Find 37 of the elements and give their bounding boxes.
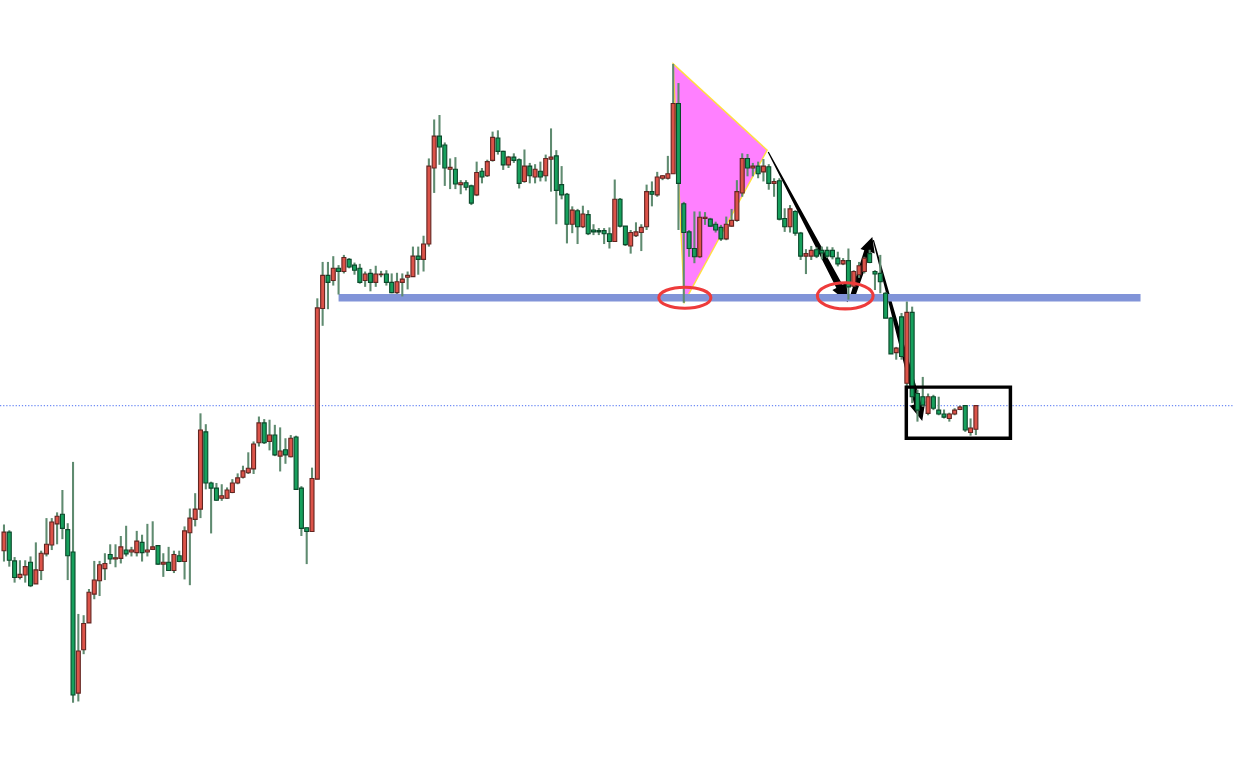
candlestick (474, 160, 480, 198)
candlestick (107, 543, 113, 566)
candlestick (123, 524, 129, 558)
candlestick (261, 418, 267, 446)
candlestick (171, 549, 177, 575)
candlestick (367, 267, 373, 293)
candlestick (649, 180, 655, 208)
candlestick (606, 226, 612, 250)
candlestick (521, 148, 527, 184)
candlestick (325, 260, 331, 311)
candlestick (771, 177, 777, 198)
candlestick (532, 163, 538, 185)
candlestick (580, 204, 586, 230)
candlestick (744, 152, 751, 178)
candlestick (330, 255, 336, 287)
candlestick (436, 113, 443, 166)
candlestick (112, 543, 119, 569)
candlestick (766, 163, 772, 191)
candlestick (160, 552, 166, 578)
candlestick (267, 418, 273, 452)
candlestick (59, 488, 65, 541)
candlestick (1, 523, 7, 563)
candlestick (490, 130, 496, 163)
candlestick (415, 245, 421, 276)
candlestick (575, 207, 581, 246)
candlestick (760, 158, 766, 183)
candlestick (282, 437, 288, 465)
candlestick (787, 204, 793, 234)
candlestick (277, 426, 283, 473)
candlestick (166, 545, 172, 572)
candlestick (537, 160, 543, 183)
candlestick (28, 555, 34, 589)
candlestick (452, 156, 458, 191)
candlestick (336, 264, 342, 296)
candlestick (569, 205, 575, 235)
candlestick (272, 423, 278, 458)
candlestick (527, 161, 533, 185)
